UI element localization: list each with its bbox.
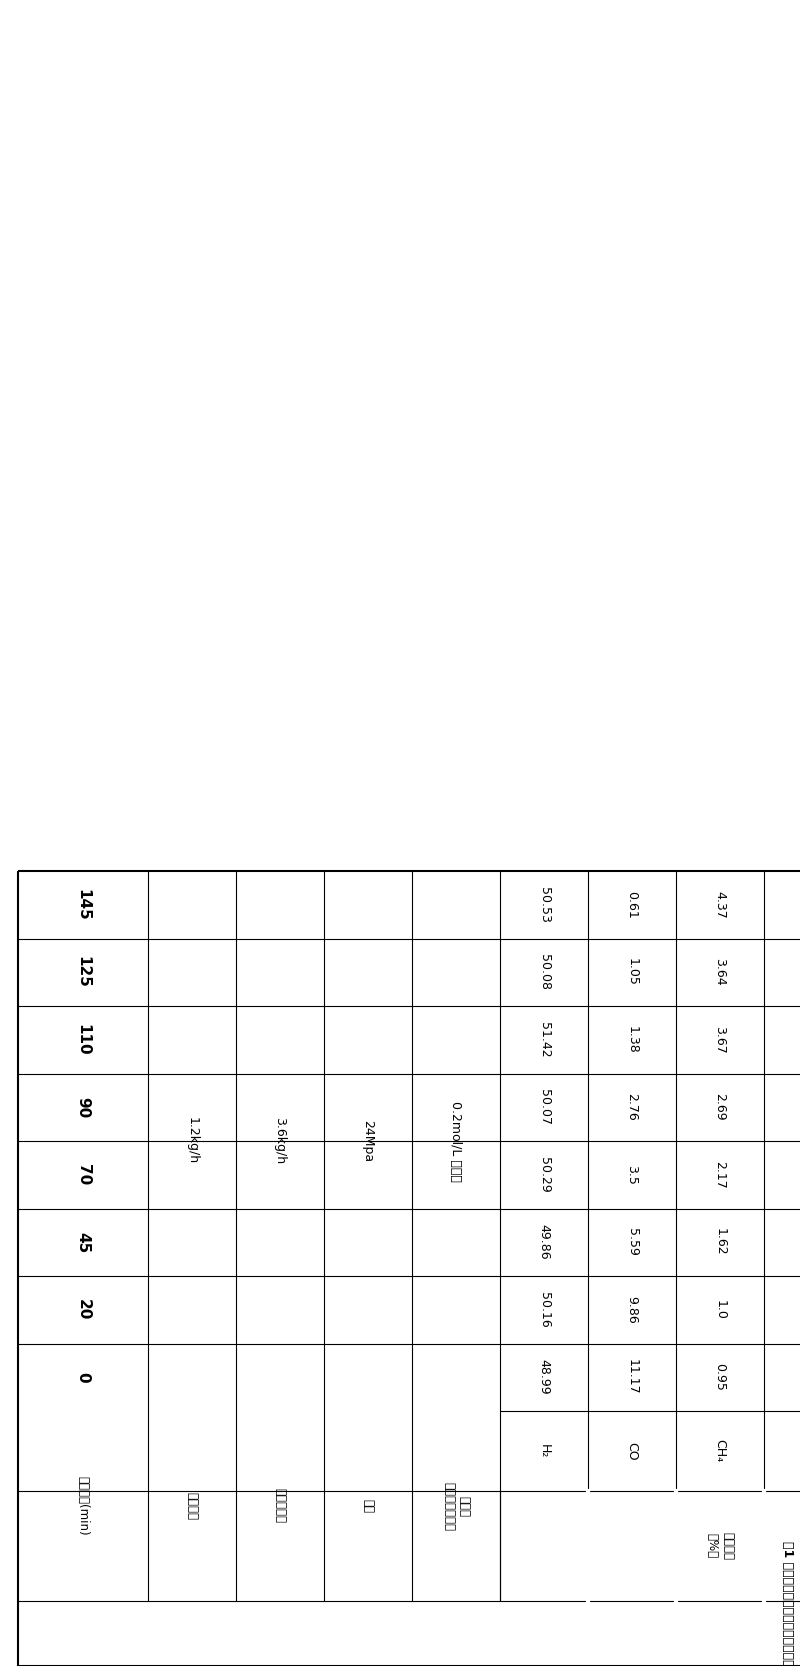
Text: 2.76: 2.76 <box>626 1093 638 1121</box>
Text: 0: 0 <box>75 1371 90 1383</box>
Text: 50.07: 50.07 <box>538 1090 550 1125</box>
Text: 预热水流量: 预热水流量 <box>274 1488 286 1523</box>
Text: 3.5: 3.5 <box>626 1165 638 1185</box>
Text: 3.67: 3.67 <box>714 1026 726 1053</box>
Text: 48.99: 48.99 <box>538 1359 550 1394</box>
Text: 45: 45 <box>75 1231 90 1253</box>
Text: 1.62: 1.62 <box>714 1228 726 1256</box>
Text: 压力: 压力 <box>362 1499 374 1513</box>
Text: 1.0: 1.0 <box>714 1299 726 1319</box>
Text: 11.17: 11.17 <box>626 1359 638 1394</box>
Text: 110: 110 <box>75 1025 90 1056</box>
Text: 2.69: 2.69 <box>714 1093 726 1121</box>
Text: CO: CO <box>626 1441 638 1461</box>
Text: 5.59: 5.59 <box>626 1228 638 1256</box>
Text: 50.53: 50.53 <box>538 886 550 923</box>
Text: 2.17: 2.17 <box>714 1161 726 1188</box>
Text: 145: 145 <box>75 890 90 921</box>
Text: 125: 125 <box>75 956 90 988</box>
Text: 3.6kg/h: 3.6kg/h <box>274 1118 286 1165</box>
Text: CH₄: CH₄ <box>714 1439 726 1463</box>
Text: 50.16: 50.16 <box>538 1291 550 1328</box>
Text: 24Mpa: 24Mpa <box>362 1120 374 1163</box>
Text: 表1 利用太阳能供热葡萄糖溶液连续气化制氢实验结果: 表1 利用太阳能供热葡萄糖溶液连续气化制氢实验结果 <box>781 1541 794 1666</box>
Text: 50.29: 50.29 <box>538 1156 550 1193</box>
Text: 9.86: 9.86 <box>626 1296 638 1323</box>
Text: 0.95: 0.95 <box>714 1363 726 1391</box>
Text: 4.37: 4.37 <box>714 891 726 918</box>
Text: 1.05: 1.05 <box>626 958 638 986</box>
Text: 0.61: 0.61 <box>626 891 638 918</box>
Text: 1.2kg/h: 1.2kg/h <box>186 1118 198 1165</box>
Text: 0.2mol/L 葡萄糖: 0.2mol/L 葡萄糖 <box>450 1101 462 1181</box>
Text: 生物质
（模型化合物）: 生物质 （模型化合物） <box>442 1481 470 1531</box>
Text: 49.86: 49.86 <box>538 1225 550 1259</box>
Text: 50.08: 50.08 <box>538 955 550 990</box>
Text: 3.64: 3.64 <box>714 958 726 986</box>
Text: 70: 70 <box>75 1165 90 1186</box>
Text: 20: 20 <box>75 1299 90 1321</box>
Text: 51.42: 51.42 <box>538 1021 550 1058</box>
Text: 90: 90 <box>75 1096 90 1118</box>
Text: 相对时间(min): 相对时间(min) <box>77 1476 90 1536</box>
Text: H₂: H₂ <box>538 1444 550 1458</box>
Text: 1.38: 1.38 <box>626 1026 638 1053</box>
Text: 物料流量: 物料流量 <box>186 1493 198 1519</box>
Text: 气体组成
（%）: 气体组成 （%） <box>706 1533 734 1559</box>
